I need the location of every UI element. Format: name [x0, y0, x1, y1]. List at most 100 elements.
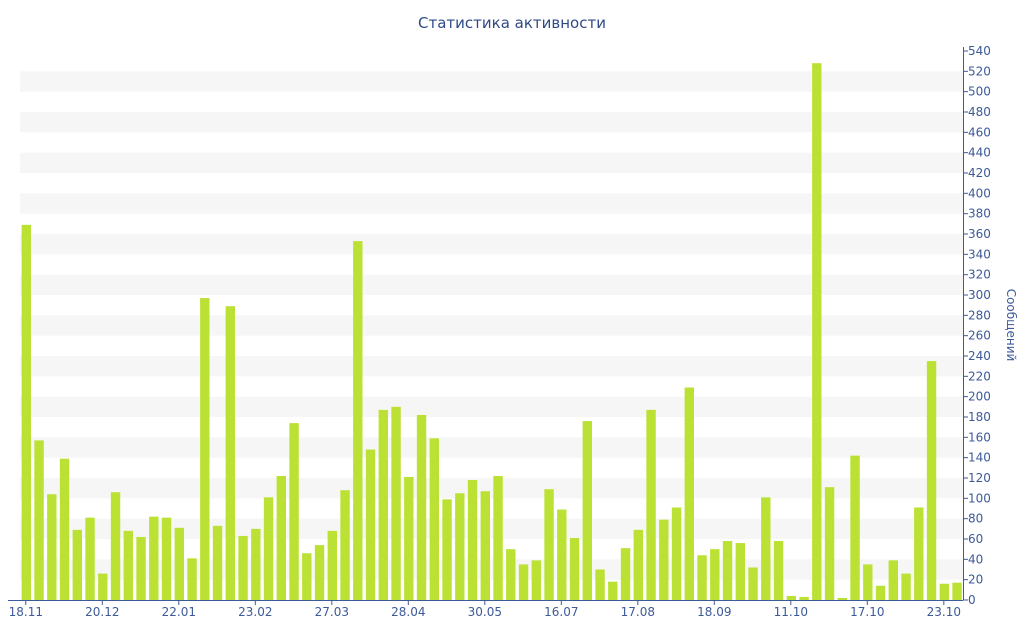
- x-tick-label: 17.10: [850, 605, 884, 619]
- bar[interactable]: [21, 224, 31, 600]
- bar[interactable]: [633, 529, 643, 600]
- bar[interactable]: [531, 560, 541, 600]
- bar[interactable]: [353, 241, 363, 600]
- grid-band: [20, 559, 963, 580]
- bar[interactable]: [161, 517, 172, 600]
- bar[interactable]: [926, 361, 937, 600]
- bar[interactable]: [939, 583, 949, 600]
- bar[interactable]: [365, 449, 376, 600]
- bar[interactable]: [506, 549, 516, 600]
- bar[interactable]: [671, 507, 682, 600]
- bar[interactable]: [136, 536, 146, 600]
- bar[interactable]: [110, 492, 121, 600]
- grid-band: [20, 396, 963, 417]
- bar[interactable]: [302, 553, 312, 600]
- bar[interactable]: [620, 548, 631, 600]
- bar[interactable]: [59, 458, 70, 600]
- bar[interactable]: [569, 537, 580, 600]
- bar[interactable]: [493, 475, 503, 600]
- bar[interactable]: [710, 549, 720, 600]
- bar[interactable]: [518, 564, 529, 600]
- bar[interactable]: [952, 582, 962, 600]
- bar[interactable]: [416, 414, 427, 600]
- bar[interactable]: [875, 585, 886, 600]
- y-tick-label: 40: [968, 552, 983, 566]
- x-tick-label: 27.03: [315, 605, 349, 619]
- bar[interactable]: [850, 455, 860, 600]
- bar[interactable]: [786, 595, 796, 600]
- bar[interactable]: [837, 597, 847, 600]
- bar[interactable]: [467, 480, 478, 600]
- bar[interactable]: [455, 493, 465, 600]
- bar[interactable]: [47, 494, 57, 600]
- bar[interactable]: [748, 567, 758, 600]
- bar[interactable]: [722, 541, 733, 600]
- bar[interactable]: [238, 535, 248, 600]
- bar[interactable]: [735, 543, 745, 600]
- bar[interactable]: [659, 519, 669, 600]
- bar[interactable]: [557, 509, 567, 600]
- bar[interactable]: [608, 581, 618, 600]
- bar[interactable]: [646, 409, 656, 600]
- y-tick-label: 520: [968, 64, 991, 78]
- bar[interactable]: [276, 475, 286, 600]
- bar[interactable]: [174, 527, 184, 600]
- x-tick-label: 23.02: [238, 605, 272, 619]
- y-tick-label: 460: [968, 125, 991, 139]
- bar[interactable]: [85, 517, 95, 600]
- grid-band: [20, 112, 963, 133]
- bar[interactable]: [901, 573, 911, 600]
- bar[interactable]: [480, 491, 490, 600]
- bar[interactable]: [442, 499, 452, 600]
- bar[interactable]: [187, 558, 197, 600]
- grid-band: [20, 193, 963, 214]
- grid-band: [20, 518, 963, 539]
- grid-band: [20, 478, 963, 499]
- bar[interactable]: [544, 489, 554, 600]
- bar[interactable]: [391, 406, 401, 600]
- bar[interactable]: [149, 516, 159, 600]
- bar[interactable]: [123, 530, 133, 600]
- y-tick-label: 20: [968, 573, 983, 587]
- bar[interactable]: [773, 541, 784, 600]
- grid-band: [20, 315, 963, 336]
- bar[interactable]: [582, 421, 592, 600]
- bar[interactable]: [812, 63, 822, 600]
- bar[interactable]: [429, 438, 439, 600]
- bar[interactable]: [34, 440, 44, 600]
- bar[interactable]: [863, 564, 873, 600]
- grid-bands: [20, 71, 963, 580]
- bar[interactable]: [914, 507, 924, 600]
- bar[interactable]: [595, 569, 605, 601]
- bar[interactable]: [98, 573, 108, 600]
- bar[interactable]: [378, 409, 388, 600]
- bar[interactable]: [314, 545, 325, 600]
- bar[interactable]: [263, 497, 274, 600]
- bar[interactable]: [327, 530, 337, 600]
- y-tick-label: 280: [968, 308, 991, 322]
- bar[interactable]: [72, 529, 82, 600]
- bar[interactable]: [684, 387, 694, 600]
- bar[interactable]: [340, 490, 350, 600]
- bar[interactable]: [212, 525, 223, 600]
- bar[interactable]: [799, 596, 809, 600]
- bar[interactable]: [225, 306, 235, 600]
- x-tick-label: 22.01: [162, 605, 196, 619]
- bar[interactable]: [251, 528, 261, 600]
- bar[interactable]: [888, 560, 898, 600]
- bar[interactable]: [289, 423, 299, 600]
- bar[interactable]: [404, 476, 414, 600]
- bar[interactable]: [761, 497, 771, 600]
- bar[interactable]: [200, 298, 210, 600]
- x-tick-label: 16.07: [544, 605, 578, 619]
- bar[interactable]: [697, 555, 707, 600]
- y-tick-label: 0: [968, 593, 976, 607]
- grid-band: [20, 437, 963, 458]
- grid-band: [20, 356, 963, 377]
- y-tick-label: 240: [968, 349, 991, 363]
- y-tick-label: 500: [968, 85, 991, 99]
- x-tick-label: 30.05: [468, 605, 502, 619]
- grid-band: [20, 234, 963, 255]
- bar[interactable]: [824, 487, 835, 600]
